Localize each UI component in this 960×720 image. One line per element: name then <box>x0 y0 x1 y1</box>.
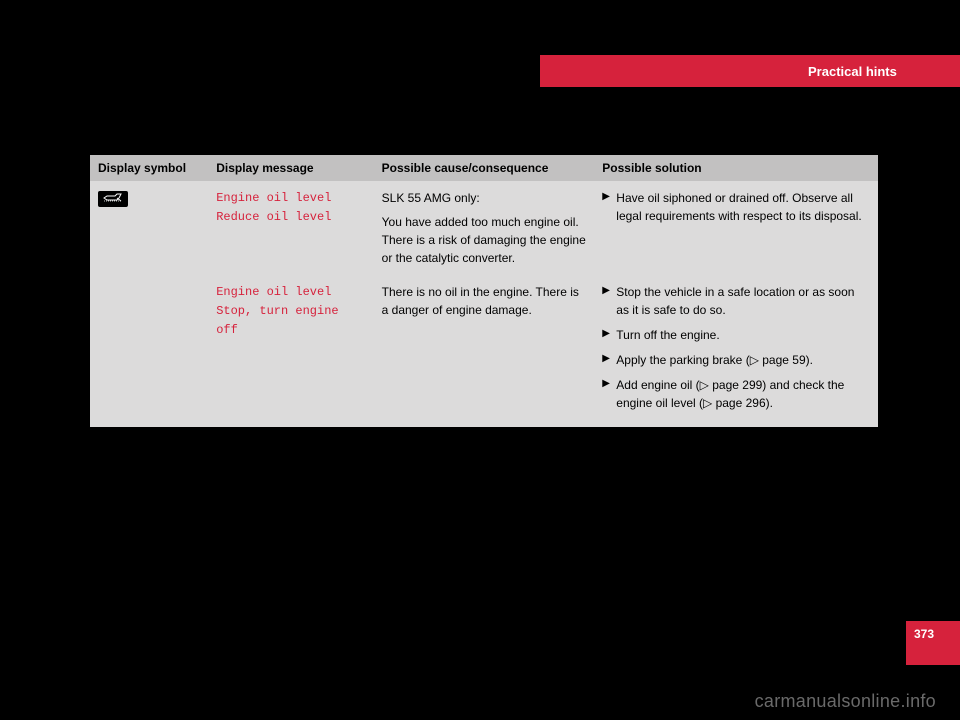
triangle-bullet-icon: ▶ <box>602 189 616 225</box>
display-message-line: Engine oil level <box>216 283 365 302</box>
solution-item: ▶ Add engine oil (▷ page 299) and check … <box>602 376 870 412</box>
solution-text: Add engine oil (▷ page 299) and check th… <box>616 376 870 412</box>
display-message-line: Reduce oil level <box>216 208 365 227</box>
manual-page: Practical hints Display symbol Display m… <box>0 0 960 720</box>
triangle-bullet-icon: ▶ <box>602 351 616 369</box>
oil-can-icon <box>98 191 128 207</box>
cell-message: Engine oil level Stop, turn engine off <box>208 275 373 427</box>
solution-item: ▶ Turn off the engine. <box>602 326 870 344</box>
page-number-tab: 373 <box>906 621 960 665</box>
solution-text: Apply the parking brake (▷ page 59). <box>616 351 870 369</box>
display-message-line: Engine oil level <box>216 189 365 208</box>
cell-symbol <box>90 181 208 427</box>
triangle-bullet-icon: ▶ <box>602 376 616 412</box>
solution-text: Stop the vehicle in a safe location or a… <box>616 283 870 319</box>
page-number: 373 <box>914 627 934 641</box>
cause-body-text: You have added too much engine oil. Ther… <box>382 213 587 267</box>
solution-item: ▶ Have oil siphoned or drained off. Obse… <box>602 189 870 225</box>
cause-lead-text: SLK 55 AMG only: <box>382 189 587 207</box>
section-header-tab: Practical hints <box>540 55 960 87</box>
cell-cause: SLK 55 AMG only: You have added too much… <box>374 181 595 275</box>
col-header-symbol: Display symbol <box>90 155 208 181</box>
warning-table: Display symbol Display message Possible … <box>90 155 878 427</box>
cause-body-text: There is no oil in the engine. There is … <box>382 283 587 319</box>
cell-solution: ▶ Stop the vehicle in a safe location or… <box>594 275 878 427</box>
watermark-text: carmanualsonline.info <box>755 691 936 712</box>
solution-item: ▶ Stop the vehicle in a safe location or… <box>602 283 870 319</box>
cell-cause: There is no oil in the engine. There is … <box>374 275 595 427</box>
solution-text: Turn off the engine. <box>616 326 870 344</box>
solution-text: Have oil siphoned or drained off. Observ… <box>616 189 870 225</box>
col-header-cause: Possible cause/consequence <box>374 155 595 181</box>
col-header-solution: Possible solution <box>594 155 878 181</box>
table-row: Engine oil level Reduce oil level SLK 55… <box>90 181 878 275</box>
warning-table-container: Display symbol Display message Possible … <box>90 155 878 427</box>
col-header-message: Display message <box>208 155 373 181</box>
solution-item: ▶ Apply the parking brake (▷ page 59). <box>602 351 870 369</box>
triangle-bullet-icon: ▶ <box>602 326 616 344</box>
cell-solution: ▶ Have oil siphoned or drained off. Obse… <box>594 181 878 275</box>
section-title: Practical hints <box>808 64 897 79</box>
triangle-bullet-icon: ▶ <box>602 283 616 319</box>
display-message-line: Stop, turn engine off <box>216 302 365 340</box>
cell-message: Engine oil level Reduce oil level <box>208 181 373 275</box>
table-row: Engine oil level Stop, turn engine off T… <box>90 275 878 427</box>
table-header-row: Display symbol Display message Possible … <box>90 155 878 181</box>
